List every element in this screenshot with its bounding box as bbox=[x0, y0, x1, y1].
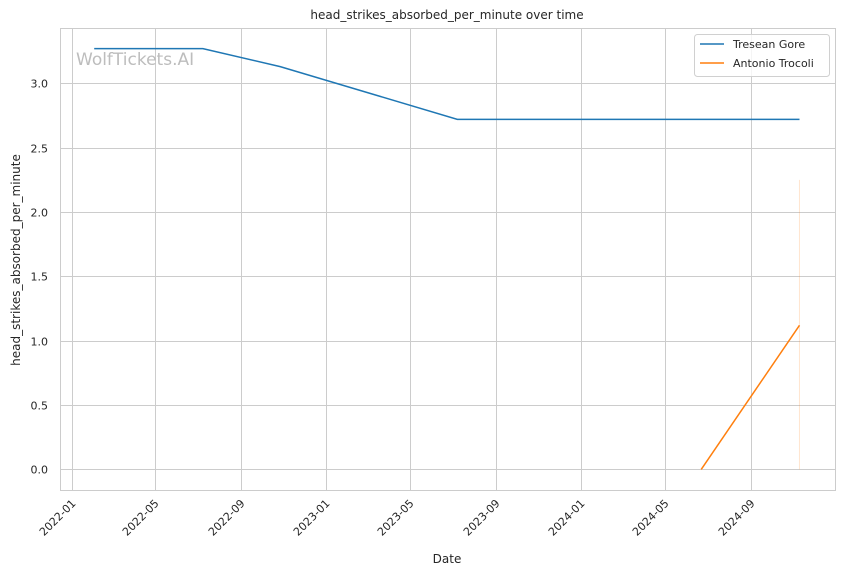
grid bbox=[60, 28, 835, 490]
x-tick-label: 2022-05 bbox=[120, 497, 162, 539]
y-axis: 0.0 0.5 1.0 1.5 2.0 2.5 3.0 bbox=[31, 78, 49, 477]
plot-frame bbox=[60, 28, 836, 491]
x-tick-label: 2022-01 bbox=[37, 497, 79, 539]
legend: Tresean Gore Antonio Trocoli bbox=[694, 34, 830, 77]
x-tick-label: 2024-09 bbox=[716, 497, 758, 539]
x-tick-label: 2023-09 bbox=[461, 497, 503, 539]
y-tick-label: 2.5 bbox=[31, 143, 49, 156]
y-tick-label: 0.5 bbox=[31, 400, 49, 413]
legend-label-antonio-trocoli: Antonio Trocoli bbox=[733, 57, 814, 70]
y-tick-label: 2.0 bbox=[31, 207, 49, 220]
x-tick-label: 2022-09 bbox=[206, 497, 248, 539]
y-tick-label: 0.0 bbox=[31, 464, 49, 477]
watermark: WolfTickets.AI bbox=[76, 50, 194, 70]
x-tick-label: 2023-05 bbox=[375, 497, 417, 539]
chart-title: head_strikes_absorbed_per_minute over ti… bbox=[310, 8, 583, 22]
legend-label-tresean-gore: Tresean Gore bbox=[732, 38, 805, 51]
y-tick-label: 1.5 bbox=[31, 271, 49, 284]
y-tick-label: 1.0 bbox=[31, 336, 49, 349]
y-axis-label: head_strikes_absorbed_per_minute bbox=[9, 154, 23, 366]
y-tick-label: 3.0 bbox=[31, 78, 49, 91]
legend-box bbox=[694, 34, 830, 77]
series-line-tresean-gore bbox=[94, 47, 800, 121]
x-tick-label: 2024-05 bbox=[630, 497, 672, 539]
x-axis-label: Date bbox=[433, 552, 462, 566]
x-tick-label: 2024-01 bbox=[546, 497, 588, 539]
series-line-antonio-trocoli bbox=[700, 324, 801, 470]
x-tick-label: 2023-01 bbox=[291, 497, 333, 539]
series-group bbox=[94, 47, 801, 470]
x-axis: 2022-01 2022-05 2022-09 2023-01 2023-05 2023-… bbox=[37, 497, 758, 539]
